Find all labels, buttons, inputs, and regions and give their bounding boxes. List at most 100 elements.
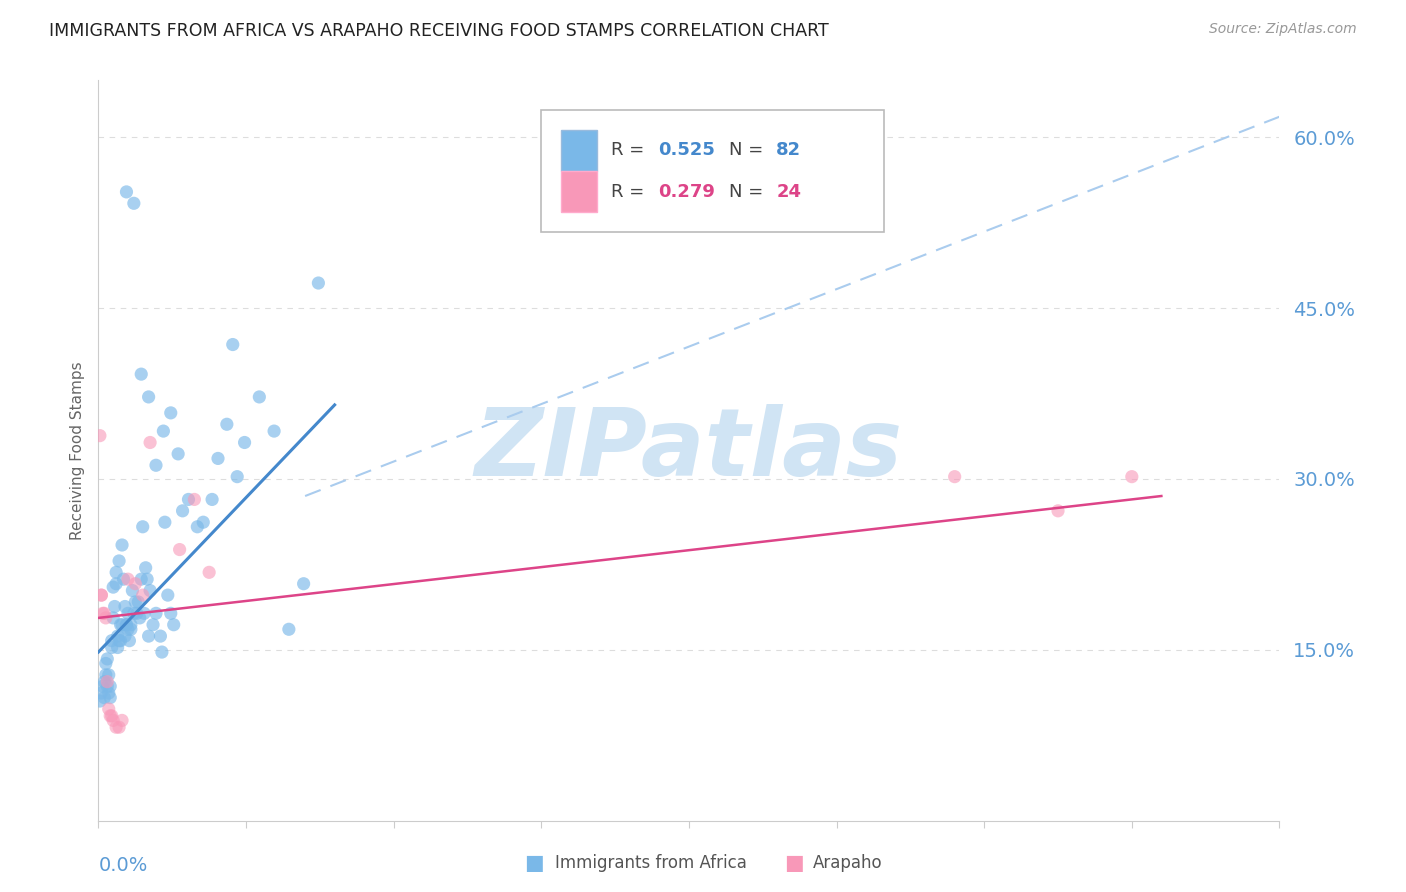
Point [118,633,141,648]
Text: N =: N = [730,183,769,201]
Point [114,629,136,643]
Point [129,572,152,586]
Point [159,406,181,420]
Point [107,629,129,643]
Point [193,515,215,529]
Point [111,538,134,552]
Point [145,607,167,621]
Point [125,607,148,621]
Point [201,492,224,507]
Point [90,588,112,602]
Point [142,617,165,632]
Point [108,554,131,568]
Text: 24: 24 [776,183,801,201]
Point [94,657,117,671]
Text: 0.525: 0.525 [658,141,716,160]
Text: Source: ZipAtlas.com: Source: ZipAtlas.com [1209,22,1357,37]
Point [124,595,146,609]
Point [233,435,256,450]
Point [138,390,160,404]
Point [132,588,155,602]
Text: IMMIGRANTS FROM AFRICA VS ARAPAHO RECEIVING FOOD STAMPS CORRELATION CHART: IMMIGRANTS FROM AFRICA VS ARAPAHO RECEIV… [49,22,830,40]
Point [186,520,208,534]
Point [108,720,131,734]
Text: N =: N = [730,141,769,160]
Point [90,686,112,700]
Point [110,617,132,632]
Point [96,652,118,666]
Point [167,447,190,461]
Point [222,337,245,351]
Point [115,185,138,199]
Text: Arapaho: Arapaho [813,855,883,872]
Point [292,576,315,591]
Point [108,633,131,648]
Point [135,561,157,575]
Y-axis label: Receiving Food Stamps: Receiving Food Stamps [69,361,84,540]
Text: 82: 82 [776,141,801,160]
Point [98,690,121,705]
Point [91,679,114,693]
Point [156,588,179,602]
Point [89,694,111,708]
Point [94,668,117,682]
Point [169,542,191,557]
Point [100,640,122,655]
Point [215,417,238,432]
Point [98,709,121,723]
Point [89,428,111,442]
Point [177,492,200,507]
Point [145,458,167,473]
Point [307,276,329,290]
Point [124,576,146,591]
Point [98,679,121,693]
Text: 0.279: 0.279 [658,183,716,201]
FancyBboxPatch shape [561,171,596,212]
Point [120,622,142,636]
Point [122,607,145,621]
Point [122,196,145,211]
Point [94,611,117,625]
Point [277,622,299,636]
Point [183,492,205,507]
Point [943,469,966,483]
Point [105,566,128,580]
Point [150,645,173,659]
Point [111,617,134,632]
Point [103,714,125,728]
Text: 0.0%: 0.0% [98,856,148,875]
Point [1046,504,1070,518]
Point [100,633,122,648]
Point [1121,469,1143,483]
Point [153,515,176,529]
Point [97,668,120,682]
Text: R =: R = [612,183,650,201]
Point [93,607,115,621]
Point [107,640,129,655]
Point [96,674,118,689]
Point [105,576,128,591]
Point [129,367,152,381]
Text: R =: R = [612,141,650,160]
Text: ZIPatlas: ZIPatlas [475,404,903,497]
Point [111,714,134,728]
Point [103,580,125,594]
Point [103,611,125,625]
Point [263,424,285,438]
Point [90,588,112,602]
Point [138,629,160,643]
Point [105,720,128,734]
Point [117,622,139,636]
Text: ■: ■ [524,854,544,873]
Point [159,607,181,621]
Text: ■: ■ [785,854,804,873]
Point [128,611,150,625]
Point [100,709,122,723]
Point [115,617,138,632]
Point [97,686,120,700]
FancyBboxPatch shape [541,110,884,232]
Point [96,679,118,693]
Point [93,690,115,705]
Point [117,572,139,586]
Point [104,599,127,614]
